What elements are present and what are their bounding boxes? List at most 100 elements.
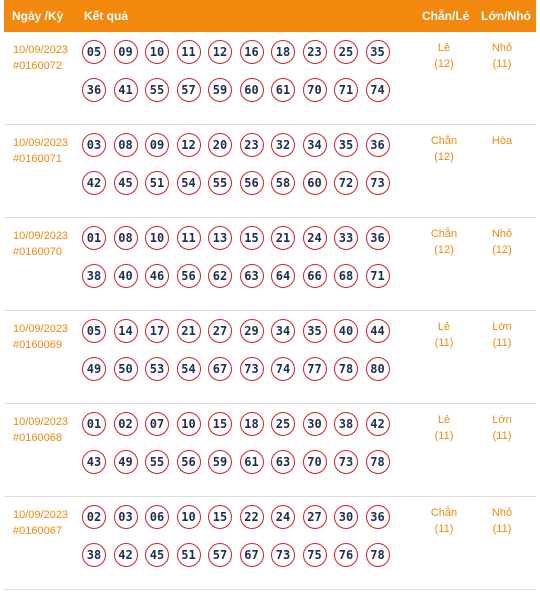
- number-ball: 50: [113, 357, 138, 381]
- number-ball: 20: [208, 133, 232, 157]
- draw-period[interactable]: #0160069: [13, 339, 62, 351]
- number-ball: 27: [302, 505, 327, 529]
- number-ball: 40: [334, 319, 358, 343]
- table-header: Ngày /Kỳ Kết quả Chẵn/Lẻ Lớn/Nhỏ: [4, 0, 536, 32]
- number-ball: 30: [334, 505, 358, 529]
- number-ball: 10: [145, 226, 169, 250]
- draw-period[interactable]: #0160070: [13, 246, 62, 258]
- draw-row: 10/09/2023 #0160067 02 03 06 10 15 22 24 27 30 36 38…: [4, 497, 536, 590]
- draw-date-period[interactable]: 10/09/2023 #0160068: [13, 414, 68, 446]
- number-ball: 30: [302, 412, 327, 436]
- number-ball: 15: [239, 226, 264, 250]
- number-ball: 51: [145, 171, 169, 195]
- number-ball: 63: [239, 264, 264, 288]
- number-ball: 49: [113, 450, 138, 474]
- big-small-result: Lớn (11): [477, 319, 527, 351]
- number-ball: 78: [365, 450, 390, 474]
- number-ball: 02: [82, 505, 106, 529]
- number-ball: 72: [334, 171, 358, 195]
- even-odd-count: (11): [434, 430, 454, 442]
- big-small-result: Hòa: [477, 133, 527, 149]
- number-ball: 23: [239, 133, 264, 157]
- even-odd-label: Lẻ: [437, 42, 451, 54]
- number-ball: 29: [239, 319, 264, 343]
- number-ball: 21: [176, 319, 201, 343]
- even-odd-count: (12): [434, 58, 454, 70]
- even-odd-result: Lẻ (11): [419, 319, 469, 351]
- number-ball: 43: [82, 450, 106, 474]
- even-odd-result: Chẵn (11): [419, 505, 469, 537]
- even-odd-label: Chẵn: [430, 135, 458, 147]
- number-ball: 45: [145, 543, 169, 567]
- number-ball: 24: [302, 226, 327, 250]
- number-ball: 36: [82, 78, 106, 102]
- draw-date[interactable]: 10/09/2023: [13, 509, 69, 521]
- even-odd-result: Lẻ (11): [419, 412, 469, 444]
- number-ball: 55: [208, 171, 232, 195]
- number-ball: 45: [113, 171, 138, 195]
- number-ball: 55: [145, 78, 169, 102]
- number-ball: 80: [365, 357, 390, 381]
- draw-date-period[interactable]: 10/09/2023 #0160071: [13, 135, 68, 167]
- number-ball: 62: [208, 264, 232, 288]
- number-ball: 02: [113, 412, 138, 436]
- draw-date[interactable]: 10/09/2023: [13, 44, 69, 56]
- number-ball: 22: [239, 505, 264, 529]
- number-ball: 12: [208, 40, 232, 64]
- number-ball: 09: [113, 40, 138, 64]
- big-small-result: Nhỏ (12): [477, 226, 527, 258]
- number-ball: 55: [145, 450, 169, 474]
- draw-row: 10/09/2023 #0160072 05 09 10 11 12 16 18 23 25 35 36…: [4, 32, 536, 125]
- number-ball: 33: [334, 226, 358, 250]
- big-small-result: Nhỏ (11): [477, 505, 527, 537]
- number-balls: 01 02 07 10 15 18 25 30 38 42 43 49 55 56 59 61 63 70 73 78: [82, 412, 392, 474]
- draw-date-period[interactable]: 10/09/2023 #0160067: [13, 507, 68, 539]
- even-odd-label: Lẻ: [437, 414, 451, 426]
- draw-period[interactable]: #0160068: [13, 432, 62, 444]
- number-ball: 46: [145, 264, 169, 288]
- even-odd-label: Chẵn: [430, 507, 458, 519]
- number-ball: 54: [176, 171, 201, 195]
- number-ball: 08: [113, 133, 138, 157]
- even-odd-count: (11): [434, 523, 454, 535]
- number-ball: 35: [334, 133, 358, 157]
- draw-date-period[interactable]: 10/09/2023 #0160070: [13, 228, 68, 260]
- number-ball: 73: [239, 357, 264, 381]
- even-odd-label: Chẵn: [430, 228, 458, 240]
- draw-date[interactable]: 10/09/2023: [13, 230, 69, 242]
- big-small-label: Hòa: [491, 135, 513, 147]
- draw-row: 10/09/2023 #0160068 01 02 07 10 15 18 25 30 38 42 43…: [4, 404, 536, 497]
- number-ball: 21: [271, 226, 295, 250]
- number-ball: 14: [113, 319, 138, 343]
- number-ball: 78: [365, 543, 390, 567]
- draw-date[interactable]: 10/09/2023: [13, 416, 69, 428]
- even-odd-result: Chẵn (12): [419, 226, 469, 258]
- number-ball: 15: [208, 505, 232, 529]
- number-ball: 57: [208, 543, 232, 567]
- draw-date-period[interactable]: 10/09/2023 #0160069: [13, 321, 68, 353]
- draw-period[interactable]: #0160071: [13, 153, 62, 165]
- draw-rows: 10/09/2023 #0160072 05 09 10 11 12 16 18 23 25 35 36…: [4, 32, 536, 590]
- draw-row: 10/09/2023 #0160070 01 08 10 11 13 15 21 24 33 36 38…: [4, 218, 536, 311]
- draw-date[interactable]: 10/09/2023: [13, 323, 69, 335]
- draw-date[interactable]: 10/09/2023: [13, 137, 69, 149]
- number-ball: 40: [113, 264, 138, 288]
- draw-period[interactable]: #0160067: [13, 525, 62, 537]
- even-odd-count: (12): [434, 244, 454, 256]
- draw-date-period[interactable]: 10/09/2023 #0160072: [13, 42, 68, 74]
- number-ball: 36: [365, 505, 390, 529]
- number-ball: 61: [239, 450, 264, 474]
- number-ball: 49: [82, 357, 106, 381]
- number-ball: 38: [334, 412, 358, 436]
- number-ball: 17: [145, 319, 169, 343]
- number-ball: 18: [271, 40, 295, 64]
- big-small-result: Nhỏ (11): [477, 40, 527, 72]
- number-ball: 77: [302, 357, 327, 381]
- number-ball: 42: [365, 412, 390, 436]
- draw-period[interactable]: #0160072: [13, 60, 62, 72]
- big-small-count: (11): [492, 430, 512, 442]
- number-ball: 73: [365, 171, 390, 195]
- number-ball: 35: [302, 319, 327, 343]
- even-odd-result: Chẵn (12): [419, 133, 469, 165]
- number-balls: 03 08 09 12 20 23 32 34 35 36 42 45 51 54 55 56 58 60 72 73: [82, 133, 392, 195]
